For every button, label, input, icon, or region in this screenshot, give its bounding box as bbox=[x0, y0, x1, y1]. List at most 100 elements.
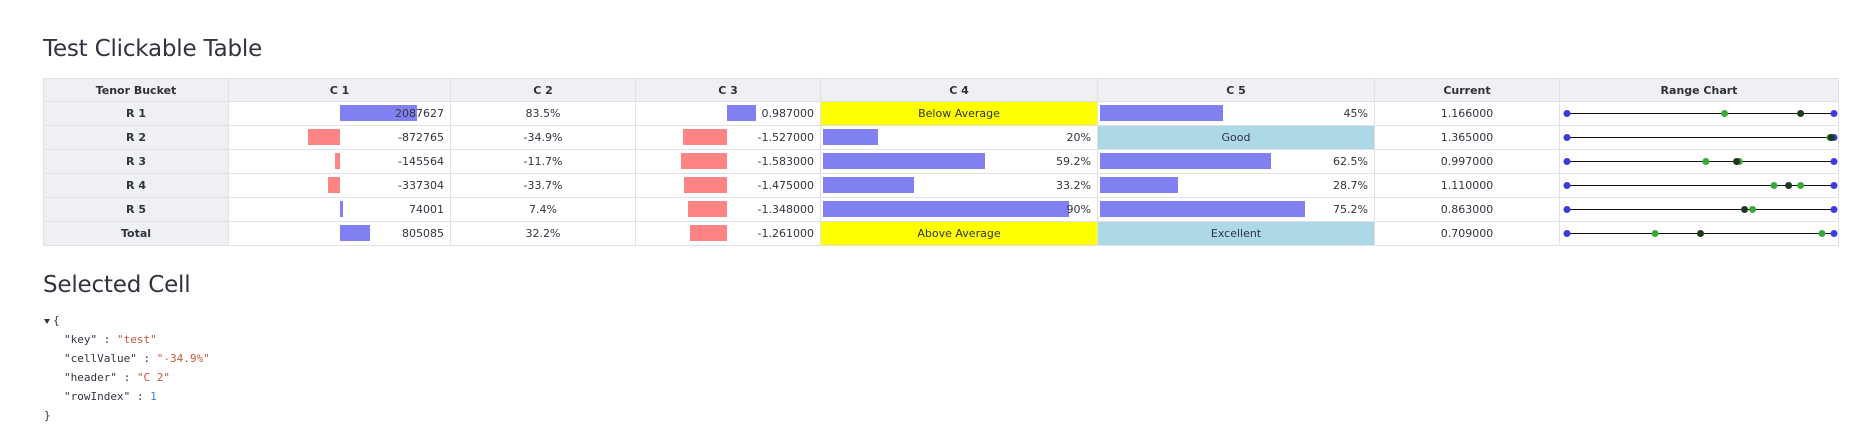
cell-c1[interactable]: -145564 bbox=[228, 149, 451, 174]
json-key-key: "key" bbox=[64, 333, 98, 346]
json-open-brace: { bbox=[53, 314, 60, 327]
cell-c1-bar bbox=[340, 225, 370, 241]
cell-c2[interactable]: -33.7% bbox=[450, 173, 636, 198]
cell-c4[interactable]: 33.2% bbox=[820, 173, 1098, 198]
row-label[interactable]: R 5 bbox=[43, 197, 229, 222]
cell-c5[interactable]: Excellent bbox=[1097, 221, 1375, 246]
cell-c1[interactable]: -337304 bbox=[228, 173, 451, 198]
cell-c4[interactable]: 20% bbox=[820, 125, 1098, 150]
range-chart-cell[interactable] bbox=[1559, 197, 1839, 222]
table-row: R 4 -337304 -33.7% -1.475000 33.2% 28.7% 1.110… bbox=[43, 173, 1839, 198]
cell-c4[interactable]: 59.2% bbox=[820, 149, 1098, 174]
row-label[interactable]: R 1 bbox=[43, 101, 229, 126]
collapse-caret-icon[interactable] bbox=[44, 318, 50, 324]
range-chart-cell[interactable] bbox=[1559, 101, 1839, 126]
cell-c5[interactable]: 62.5% bbox=[1097, 149, 1375, 174]
selected-cell-title: Selected Cell bbox=[43, 272, 191, 298]
cell-current[interactable]: 1.110000 bbox=[1374, 173, 1560, 198]
cell-c4[interactable]: Below Average bbox=[820, 101, 1098, 126]
range-current-point bbox=[1741, 206, 1749, 213]
cell-c1[interactable]: 2087627 bbox=[228, 101, 451, 126]
cell-c2[interactable]: 7.4% bbox=[450, 197, 636, 222]
cell-c3[interactable]: -1.527000 bbox=[635, 125, 821, 150]
cell-c3[interactable]: 0.987000 bbox=[635, 101, 821, 126]
cell-c3-value: -1.475000 bbox=[757, 179, 814, 192]
cell-c5[interactable]: 45% bbox=[1097, 101, 1375, 126]
cell-c5[interactable]: Good bbox=[1097, 125, 1375, 150]
cell-c3-value: -1.583000 bbox=[757, 155, 814, 168]
json-open-line[interactable]: { bbox=[44, 314, 60, 327]
cell-c5-value: 45% bbox=[1343, 107, 1368, 120]
range-chart-cell[interactable] bbox=[1559, 173, 1839, 198]
cell-current[interactable]: 0.709000 bbox=[1374, 221, 1560, 246]
range-chart-cell[interactable] bbox=[1559, 149, 1839, 174]
column-header-0: Tenor Bucket bbox=[43, 78, 229, 102]
cell-c2[interactable]: -11.7% bbox=[450, 149, 636, 174]
json-line-header: "header" : "C 2" bbox=[64, 371, 170, 384]
range-chart-cell[interactable] bbox=[1559, 125, 1839, 150]
json-key-header: "header" bbox=[64, 371, 117, 384]
json-colon: : bbox=[143, 352, 151, 365]
range-min-point bbox=[1563, 158, 1571, 165]
column-header-2: C 2 bbox=[450, 78, 636, 102]
cell-c3-bar bbox=[727, 105, 756, 121]
range-chart bbox=[1563, 158, 1838, 165]
cell-c1-bar bbox=[307, 129, 340, 145]
range-min-point bbox=[1563, 134, 1571, 141]
row-label[interactable]: R 3 bbox=[43, 149, 229, 174]
cell-c4-bar bbox=[823, 177, 914, 193]
cell-c5-value: 28.7% bbox=[1333, 179, 1368, 192]
table-row: R 2 -872765 -34.9% -1.527000 20% Good 1.365000 bbox=[43, 125, 1839, 150]
range-chart bbox=[1563, 110, 1838, 117]
json-key-cellvalue: "cellValue" bbox=[64, 352, 137, 365]
cell-c3-value: -1.527000 bbox=[757, 131, 814, 144]
cell-c1[interactable]: 74001 bbox=[228, 197, 451, 222]
cell-c4[interactable]: Above Average bbox=[820, 221, 1098, 246]
cell-c1-bar bbox=[340, 105, 417, 121]
cell-c2[interactable]: -34.9% bbox=[450, 125, 636, 150]
table-row: R 3 -145564 -11.7% -1.583000 59.2% 62.5% 0.997… bbox=[43, 149, 1839, 174]
cell-c1-value: 805085 bbox=[402, 227, 444, 240]
range-chart bbox=[1563, 182, 1838, 189]
json-colon: : bbox=[123, 371, 131, 384]
row-label[interactable]: R 4 bbox=[43, 173, 229, 198]
json-line-key: "key" : "test" bbox=[64, 333, 157, 346]
range-current-point bbox=[1697, 230, 1704, 237]
row-label[interactable]: R 2 bbox=[43, 125, 229, 150]
range-green-point bbox=[1770, 182, 1778, 189]
cell-c5-value: 62.5% bbox=[1333, 155, 1368, 168]
range-chart bbox=[1563, 134, 1838, 141]
cell-c1[interactable]: -872765 bbox=[228, 125, 451, 150]
json-colon: : bbox=[103, 333, 111, 346]
cell-c2[interactable]: 32.2% bbox=[450, 221, 636, 246]
column-header-5: C 5 bbox=[1097, 78, 1375, 102]
cell-c3-value: 0.987000 bbox=[761, 107, 815, 120]
cell-current[interactable]: 0.997000 bbox=[1374, 149, 1560, 174]
cell-c3[interactable]: -1.348000 bbox=[635, 197, 821, 222]
cell-c5-value: 75.2% bbox=[1333, 203, 1368, 216]
cell-c5-bar bbox=[1100, 177, 1179, 193]
range-min-point bbox=[1563, 110, 1571, 117]
column-header-6: Current bbox=[1374, 78, 1560, 102]
column-header-7: Range Chart bbox=[1559, 78, 1839, 102]
cell-current[interactable]: 1.166000 bbox=[1374, 101, 1560, 126]
cell-c5[interactable]: 28.7% bbox=[1097, 173, 1375, 198]
cell-c3[interactable]: -1.261000 bbox=[635, 221, 821, 246]
cell-current[interactable]: 1.365000 bbox=[1374, 125, 1560, 150]
cell-c4[interactable]: 90% bbox=[820, 197, 1098, 222]
range-chart-cell[interactable] bbox=[1559, 221, 1839, 246]
cell-c1-value: -337304 bbox=[398, 179, 444, 192]
json-line-rowindex: "rowIndex" : 1 bbox=[64, 390, 157, 403]
table-row: R 5 74001 7.4% -1.348000 90% 75.2% 0.863000 bbox=[43, 197, 1839, 222]
cell-c3[interactable]: -1.475000 bbox=[635, 173, 821, 198]
cell-c3[interactable]: -1.583000 bbox=[635, 149, 821, 174]
range-max-point bbox=[1830, 182, 1838, 189]
column-header-3: C 3 bbox=[635, 78, 821, 102]
cell-current[interactable]: 0.863000 bbox=[1374, 197, 1560, 222]
row-label[interactable]: Total bbox=[43, 221, 229, 246]
cell-c5[interactable]: 75.2% bbox=[1097, 197, 1375, 222]
range-green-point bbox=[1749, 206, 1757, 213]
table-row: Total 805085 32.2% -1.261000 Above Average Ex… bbox=[43, 221, 1839, 246]
cell-c2[interactable]: 83.5% bbox=[450, 101, 636, 126]
cell-c1[interactable]: 805085 bbox=[228, 221, 451, 246]
